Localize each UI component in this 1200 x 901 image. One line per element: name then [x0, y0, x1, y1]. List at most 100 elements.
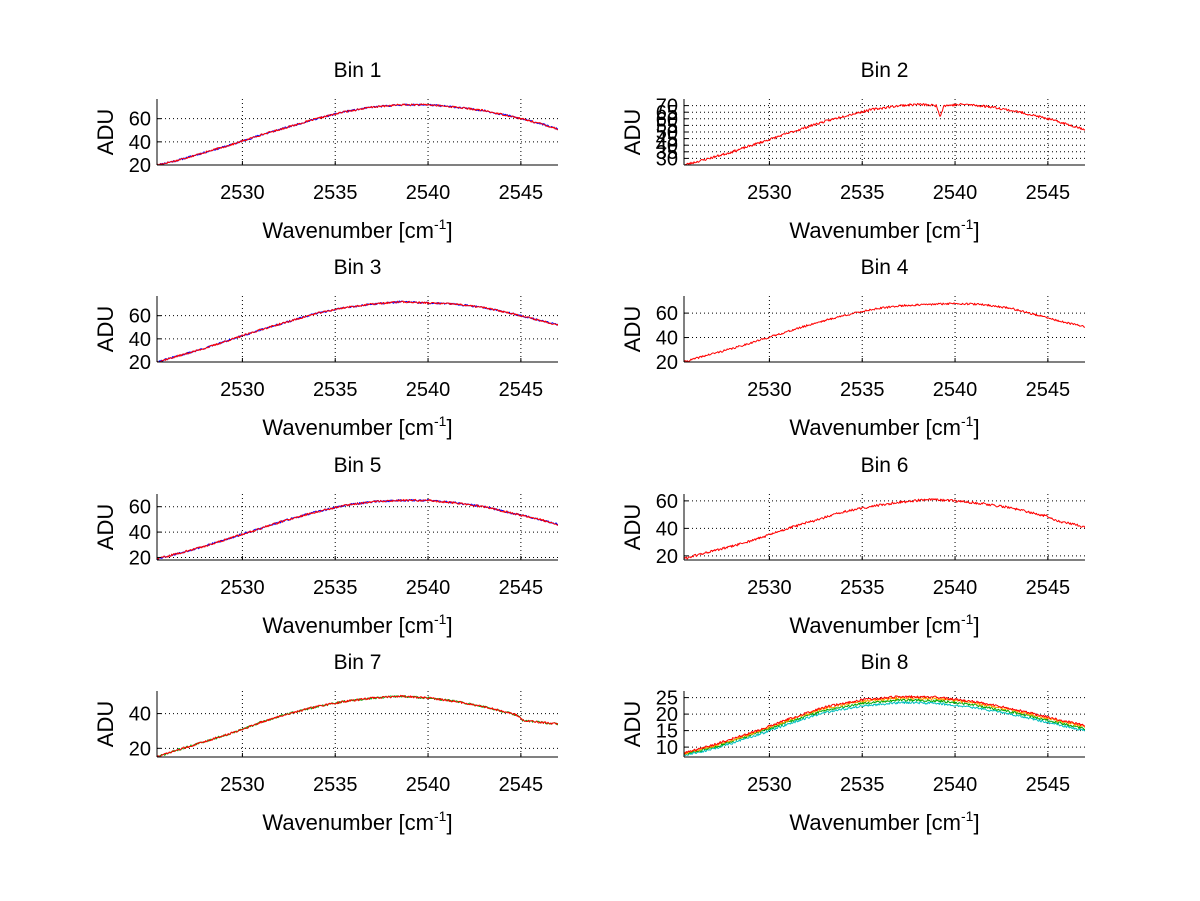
y-tick-label: 40	[129, 522, 151, 544]
x-axis-label-suffix: ]	[973, 613, 979, 638]
y-tick-label: 20	[656, 546, 678, 568]
x-axis-label: Wavenumber [cm-1]	[262, 413, 452, 440]
x-tick-label: 2540	[933, 182, 978, 204]
x-axis-label: Wavenumber [cm-1]	[789, 216, 979, 243]
y-tick-label: 60	[129, 109, 151, 131]
y-tick-label: 10	[656, 737, 678, 759]
x-tick-label: 2535	[313, 577, 358, 599]
x-tick-label: 2540	[406, 577, 451, 599]
y-tick-label: 60	[129, 306, 151, 328]
y-tick-label: 55	[656, 115, 678, 137]
series-line-2	[157, 103, 558, 165]
x-axis-label-superscript: -1	[434, 216, 447, 232]
y-axis-label: ADU	[620, 504, 645, 550]
y-tick-label: 40	[656, 518, 678, 540]
x-tick-label: 2545	[1026, 577, 1071, 599]
x-tick-label: 2530	[220, 577, 265, 599]
y-tick-label: 60	[129, 497, 151, 519]
x-axis-label-suffix: ]	[446, 415, 452, 440]
series-line-2	[157, 694, 558, 757]
x-axis-label: Wavenumber [cm-1]	[789, 808, 979, 835]
series-line-1	[684, 498, 1085, 560]
subplot-title: Bin 2	[861, 59, 909, 82]
x-tick-label: 2535	[313, 182, 358, 204]
x-tick-label: 2530	[747, 379, 792, 401]
y-tick-label: 60	[656, 109, 678, 131]
x-tick-label: 2535	[840, 774, 885, 796]
x-axis-label-suffix: ]	[446, 218, 452, 243]
x-tick-label: 2540	[406, 774, 451, 796]
x-tick-label: 2530	[220, 182, 265, 204]
x-axis-label-superscript: -1	[434, 413, 447, 429]
x-axis-label-text: Wavenumber [cm	[789, 415, 961, 440]
x-tick-label: 2540	[933, 379, 978, 401]
x-axis-label-text: Wavenumber [cm	[789, 810, 961, 835]
y-tick-label: 70	[656, 96, 678, 118]
subplot-bin-7: 2530 2535 2540 2545 20 40 Bin 7 Wavenumber [cm-…	[93, 651, 558, 835]
y-axis-label: ADU	[93, 306, 118, 352]
x-axis-label-suffix: ]	[973, 218, 979, 243]
y-tick-label: 20	[129, 352, 151, 374]
x-tick-label: 2545	[1026, 379, 1071, 401]
series-line-4	[684, 695, 1085, 755]
y-tick-label: 60	[656, 303, 678, 325]
y-tick-label: 50	[656, 122, 678, 144]
x-axis-label-text: Wavenumber [cm	[262, 613, 434, 638]
y-tick-label: 40	[656, 135, 678, 157]
x-tick-label: 2535	[313, 774, 358, 796]
x-tick-label: 2545	[499, 774, 544, 796]
x-axis-label-text: Wavenumber [cm	[262, 415, 434, 440]
x-tick-label: 2540	[933, 774, 978, 796]
y-axis-label: ADU	[620, 701, 645, 747]
y-tick-label: 25	[656, 688, 678, 710]
subplot-title: Bin 3	[334, 256, 382, 279]
x-tick-label: 2545	[499, 182, 544, 204]
x-axis-label: Wavenumber [cm-1]	[262, 216, 452, 243]
y-axis-label: ADU	[620, 109, 645, 155]
x-axis-label-superscript: -1	[961, 413, 974, 429]
y-tick-label: 20	[129, 155, 151, 177]
x-axis-label-superscript: -1	[961, 808, 974, 824]
series-line-1	[684, 102, 1085, 165]
x-tick-label: 2540	[406, 379, 451, 401]
subplot-title: Bin 8	[861, 651, 909, 674]
subplot-bin-6: 2530 2535 2540 2545 20 40 60 Bin 6 Wavenumber [c…	[620, 454, 1085, 638]
subplot-title: Bin 1	[334, 59, 382, 82]
y-tick-label: 20	[129, 738, 151, 760]
x-tick-label: 2530	[220, 774, 265, 796]
x-tick-label: 2545	[1026, 774, 1071, 796]
y-tick-label: 45	[656, 129, 678, 151]
x-axis-label-suffix: ]	[446, 810, 452, 835]
series-line-1	[684, 701, 1085, 757]
y-axis-label: ADU	[93, 504, 118, 550]
x-axis-label-suffix: ]	[973, 415, 979, 440]
x-tick-label: 2530	[747, 774, 792, 796]
y-tick-label: 30	[656, 148, 678, 170]
y-axis-label: ADU	[93, 701, 118, 747]
y-tick-label: 40	[656, 328, 678, 350]
x-axis-label-text: Wavenumber [cm	[789, 613, 961, 638]
x-axis-label-text: Wavenumber [cm	[789, 218, 961, 243]
x-axis-label-suffix: ]	[446, 613, 452, 638]
y-tick-label: 15	[656, 721, 678, 743]
subplot-bin-5: 2530 2535 2540 2545 20 40 60 Bin 5 Wavenumber [c…	[93, 454, 558, 638]
series-line-2	[157, 300, 558, 362]
x-axis-label-superscript: -1	[434, 611, 447, 627]
y-tick-label: 20	[656, 704, 678, 726]
x-axis-label-text: Wavenumber [cm	[262, 218, 434, 243]
y-tick-label: 40	[129, 329, 151, 351]
x-tick-label: 2545	[1026, 182, 1071, 204]
subplot-title: Bin 7	[334, 651, 382, 674]
y-axis-label: ADU	[93, 109, 118, 155]
x-tick-label: 2535	[313, 379, 358, 401]
x-axis-label: Wavenumber [cm-1]	[789, 413, 979, 440]
subplot-title: Bin 5	[334, 454, 382, 477]
x-axis-label-suffix: ]	[973, 810, 979, 835]
y-tick-label: 20	[656, 352, 678, 374]
series-line-3	[684, 696, 1085, 755]
series-line-1	[157, 498, 558, 560]
